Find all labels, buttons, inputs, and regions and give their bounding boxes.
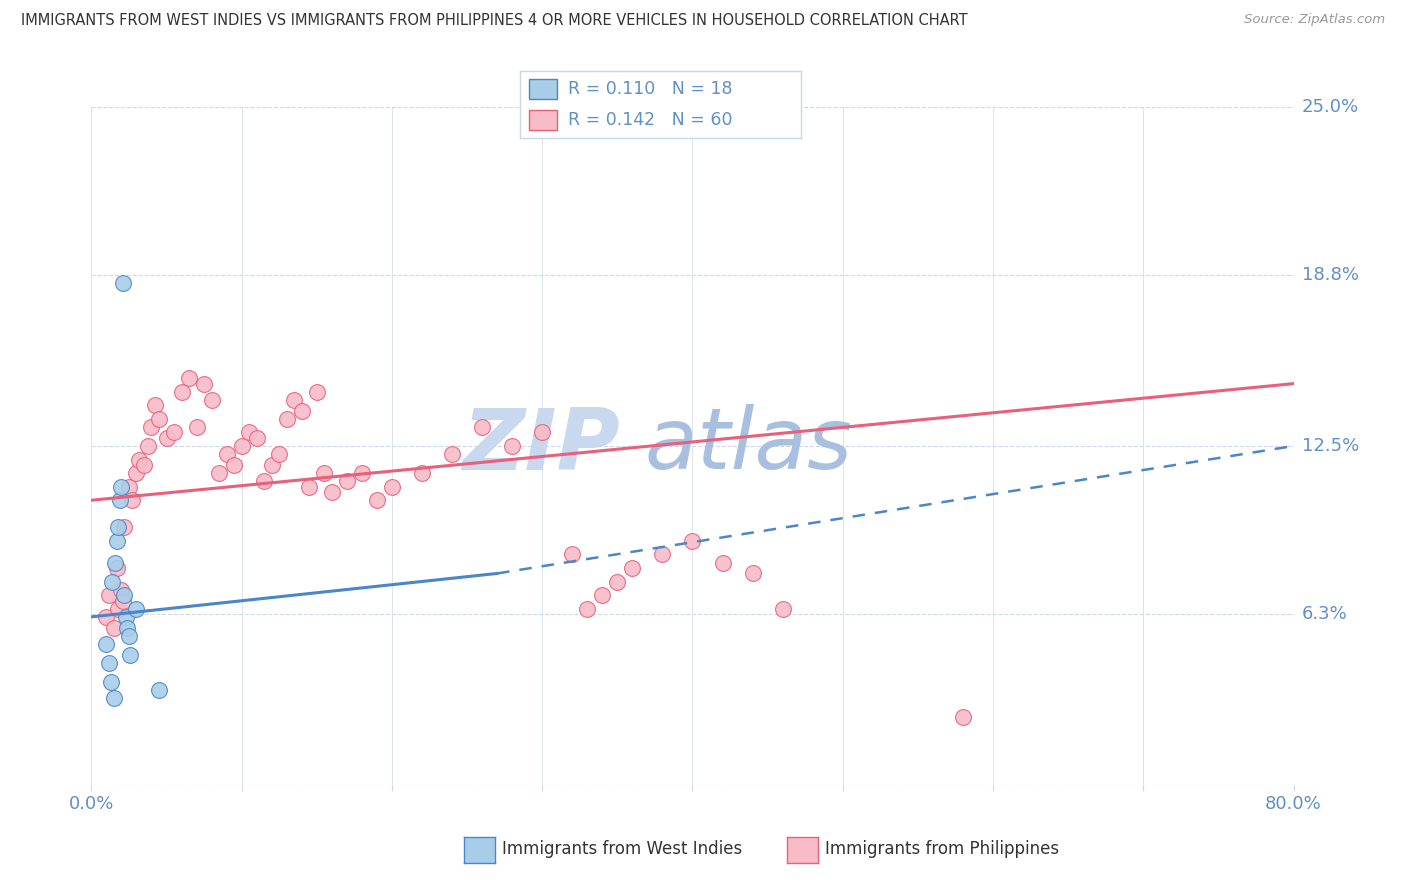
Point	[336, 475, 359, 489]
Point	[215, 447, 238, 461]
Point	[246, 431, 269, 445]
Text: Immigrants from Philippines: Immigrants from Philippines	[825, 840, 1060, 858]
Point	[125, 601, 148, 615]
Point	[101, 574, 124, 589]
Point	[314, 466, 336, 480]
Point	[128, 452, 150, 467]
Point	[98, 588, 121, 602]
Point	[606, 574, 628, 589]
Text: 6.3%: 6.3%	[1302, 605, 1347, 624]
Point	[501, 439, 523, 453]
Point	[118, 629, 141, 643]
Text: 18.8%: 18.8%	[1302, 266, 1358, 285]
Point	[111, 593, 134, 607]
Text: IMMIGRANTS FROM WEST INDIES VS IMMIGRANTS FROM PHILIPPINES 4 OR MORE VEHICLES IN: IMMIGRANTS FROM WEST INDIES VS IMMIGRANT…	[21, 13, 967, 29]
Point	[138, 439, 160, 453]
Point	[115, 610, 138, 624]
Point	[155, 431, 177, 445]
Point	[208, 466, 231, 480]
Point	[141, 420, 163, 434]
Point	[350, 466, 373, 480]
Point	[170, 384, 193, 399]
Point	[186, 420, 208, 434]
Point	[260, 458, 283, 472]
Point	[238, 425, 260, 440]
Point	[441, 447, 464, 461]
Point	[143, 398, 166, 412]
Point	[105, 533, 128, 548]
Point	[104, 556, 127, 570]
Point	[576, 601, 599, 615]
Point	[177, 371, 200, 385]
Point	[283, 392, 305, 407]
Text: atlas: atlas	[644, 404, 852, 488]
Point	[110, 480, 132, 494]
Point	[321, 485, 343, 500]
Point	[121, 493, 143, 508]
Point	[561, 548, 583, 562]
Point	[193, 376, 215, 391]
Point	[253, 475, 276, 489]
Point	[118, 480, 141, 494]
Point	[98, 656, 121, 670]
Point	[105, 561, 128, 575]
Point	[117, 621, 139, 635]
Point	[366, 493, 388, 508]
Bar	[529, 79, 557, 99]
Point	[591, 588, 613, 602]
Point	[681, 533, 703, 548]
Point	[201, 392, 224, 407]
Point	[269, 447, 291, 461]
Point	[148, 683, 170, 698]
Point	[298, 480, 321, 494]
Text: R = 0.142   N = 60: R = 0.142 N = 60	[568, 112, 733, 129]
Text: R = 0.110   N = 18: R = 0.110 N = 18	[568, 80, 733, 98]
Point	[531, 425, 554, 440]
Point	[114, 588, 136, 602]
Point	[96, 610, 118, 624]
Text: Source: ZipAtlas.com: Source: ZipAtlas.com	[1244, 13, 1385, 27]
Point	[108, 493, 131, 508]
Point	[148, 412, 170, 426]
Point	[103, 621, 125, 635]
Point	[111, 277, 134, 291]
Point	[291, 403, 314, 417]
Point	[110, 582, 132, 597]
Point	[381, 480, 404, 494]
Point	[125, 466, 148, 480]
Point	[952, 710, 974, 724]
Point	[163, 425, 186, 440]
Point	[741, 566, 763, 581]
Point	[621, 561, 644, 575]
Point	[100, 674, 122, 689]
Point	[231, 439, 253, 453]
Point	[107, 520, 129, 534]
Point	[132, 458, 155, 472]
Bar	[529, 111, 557, 130]
Point	[224, 458, 246, 472]
Point	[305, 384, 328, 399]
Point	[103, 691, 125, 706]
Point	[411, 466, 433, 480]
Point	[711, 556, 734, 570]
Point	[651, 548, 673, 562]
Text: 12.5%: 12.5%	[1302, 437, 1360, 455]
Point	[120, 648, 142, 662]
Point	[96, 637, 118, 651]
Text: ZIP: ZIP	[463, 404, 620, 488]
Text: Immigrants from West Indies: Immigrants from West Indies	[502, 840, 742, 858]
Point	[276, 412, 298, 426]
Point	[114, 520, 136, 534]
Text: 25.0%: 25.0%	[1302, 98, 1360, 116]
Point	[772, 601, 794, 615]
Point	[107, 601, 129, 615]
Point	[471, 420, 494, 434]
